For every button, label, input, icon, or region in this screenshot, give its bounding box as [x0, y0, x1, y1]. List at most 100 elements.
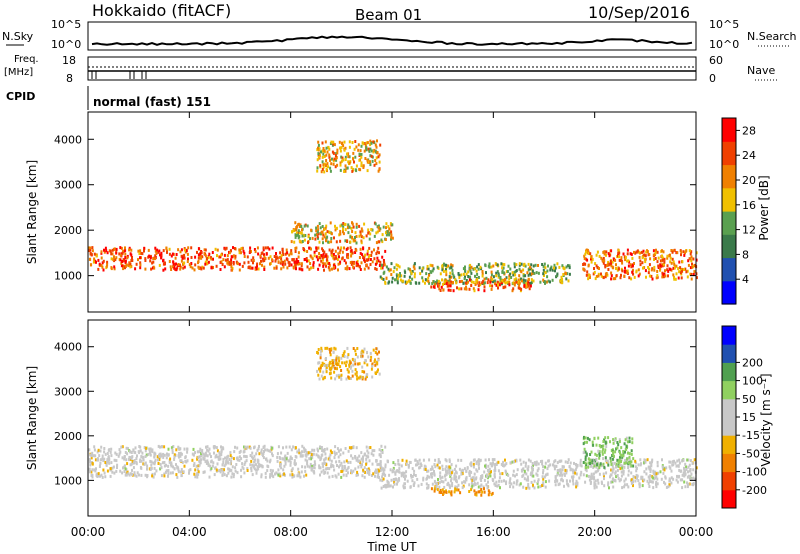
echo-cell: [470, 284, 473, 287]
echo-cell: [133, 459, 136, 462]
echo-cell: [180, 470, 182, 474]
echo-cell: [141, 252, 144, 256]
echo-cell: [376, 139, 378, 143]
echo-cell: [413, 267, 416, 271]
echo-cell: [512, 473, 515, 477]
echo-cell: [374, 470, 376, 474]
echo-cell: [603, 259, 606, 263]
echo-cell: [328, 362, 331, 366]
echo-cell: [513, 271, 516, 274]
echo-cell: [602, 462, 605, 466]
echo-cell: [320, 374, 323, 378]
echo-cell: [119, 253, 122, 257]
echo-cell: [318, 466, 321, 470]
echo-cell: [308, 267, 311, 271]
echo-cell: [129, 265, 132, 269]
echo-cell: [269, 458, 272, 462]
echo-cell: [451, 272, 454, 276]
echo-cell: [327, 165, 329, 169]
echo-cell: [212, 461, 215, 465]
echo-cell: [400, 274, 403, 278]
echo-cell: [391, 276, 394, 280]
echo-cell: [317, 152, 320, 156]
echo-cell: [318, 464, 321, 468]
echo-cell: [380, 444, 383, 448]
echo-cell: [465, 287, 468, 291]
echo-cell: [203, 470, 206, 474]
echo-cell: [421, 267, 424, 271]
echo-cell: [390, 230, 393, 234]
echo-cell: [227, 471, 230, 475]
echo-cell: [490, 287, 493, 291]
echo-cell: [483, 478, 486, 482]
echo-cell: [129, 450, 132, 454]
echo-cell: [286, 266, 289, 270]
echo-cell: [690, 255, 693, 259]
echo-cell: [649, 468, 652, 472]
echo-cell: [336, 464, 338, 467]
echo-cell: [464, 477, 467, 481]
echo-cell: [441, 278, 443, 282]
date-label: 10/Sep/2016: [588, 3, 690, 22]
echo-cell: [120, 246, 123, 250]
echo-cell: [362, 247, 365, 251]
echo-cell: [158, 263, 161, 267]
echo-cell: [305, 257, 308, 260]
echo-cell: [371, 375, 374, 379]
echo-cell: [628, 276, 631, 280]
echo-cell: [612, 441, 615, 445]
echo-cell: [333, 370, 336, 374]
echo-cell: [651, 460, 653, 464]
echo-cell: [671, 250, 674, 254]
echo-cell: [338, 251, 341, 255]
echo-cell: [324, 226, 327, 230]
echo-cell: [649, 461, 652, 465]
echo-cell: [603, 252, 606, 256]
echo-cell: [455, 281, 458, 285]
echo-cell: [259, 254, 262, 258]
echo-cell: [472, 478, 475, 482]
echo-cell: [543, 262, 546, 266]
echo-cell: [482, 485, 485, 489]
echo-cell: [499, 486, 501, 490]
echo-cell: [105, 264, 108, 268]
echo-cell: [451, 264, 454, 268]
echo-cell: [377, 226, 380, 230]
echo-cell: [347, 471, 349, 475]
echo-cell: [334, 377, 337, 381]
echo-cell: [497, 460, 500, 464]
echo-cell: [380, 266, 383, 270]
echo-cell: [642, 266, 644, 270]
echo-cell: [131, 256, 133, 259]
echo-cell: [684, 472, 687, 476]
echo-cell: [240, 251, 242, 255]
echo-cell: [573, 469, 576, 473]
echo-cell: [468, 278, 471, 282]
echo-cell: [603, 465, 606, 469]
echo-cell: [617, 267, 620, 271]
echo-cell: [342, 451, 345, 455]
echo-cell: [531, 462, 534, 465]
echo-cell: [304, 465, 307, 469]
echo-cell: [673, 277, 676, 281]
echo-cell: [442, 282, 444, 286]
echo-cell: [570, 475, 573, 479]
echo-cell: [414, 474, 417, 477]
echo-cell: [144, 449, 147, 453]
echo-cell: [349, 460, 352, 464]
echo-cell: [598, 267, 600, 270]
echo-cell: [611, 461, 614, 465]
echo-cell: [319, 256, 321, 260]
echo-cell: [131, 455, 134, 459]
echo-cell: [224, 258, 227, 262]
echo-cell: [318, 147, 321, 151]
echo-cell: [97, 448, 100, 452]
echo-cell: [354, 155, 357, 159]
echo-cell: [236, 458, 239, 462]
echo-cell: [245, 459, 248, 463]
echo-cell: [624, 258, 627, 262]
echo-cell: [505, 462, 508, 466]
echo-cell: [483, 470, 486, 474]
echo-cell: [375, 241, 378, 245]
echo-cell: [158, 453, 161, 457]
